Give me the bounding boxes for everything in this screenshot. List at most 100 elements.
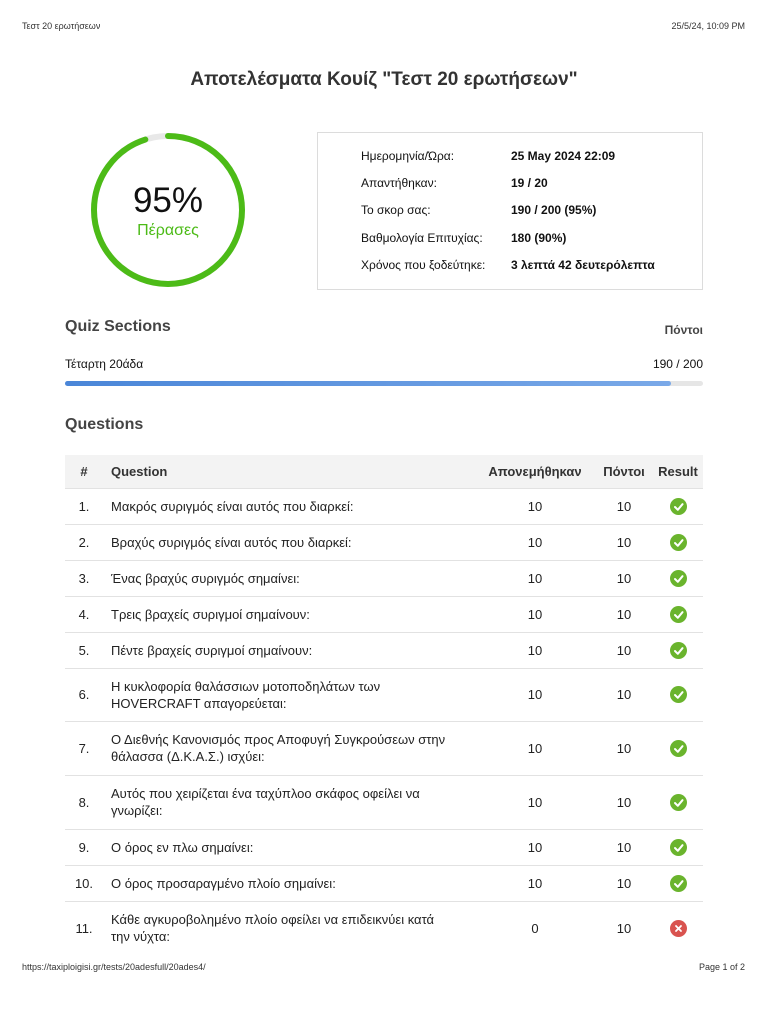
question-points: 10 bbox=[595, 523, 653, 560]
question-result bbox=[653, 487, 703, 524]
col-header-result: Result bbox=[658, 463, 698, 479]
check-circle-icon bbox=[669, 497, 687, 515]
question-result bbox=[653, 900, 703, 955]
info-label: Ημερομηνία/Ώρα: bbox=[361, 149, 455, 163]
check-circle-icon bbox=[669, 838, 687, 856]
col-header-points: Πόντοι bbox=[603, 463, 645, 479]
question-text: Βραχύς συριγμός είναι αυτός που διαρκεί: bbox=[103, 523, 475, 560]
question-number: 2. bbox=[65, 523, 103, 560]
question-number: 8. bbox=[65, 774, 103, 829]
questions-table: # Question Απονεμήθηκαν Πόντοι Result 1.… bbox=[65, 455, 703, 955]
check-circle-icon bbox=[669, 605, 687, 623]
section-row: Τέταρτη 20άδα 190 / 200 bbox=[65, 357, 703, 371]
question-awarded: 10 bbox=[475, 774, 595, 829]
page-title: Αποτελέσματα Κουίζ "Τεστ 20 ερωτήσεων" bbox=[190, 69, 578, 90]
col-header-question: Question bbox=[111, 463, 168, 479]
info-row-datetime: Ημερομηνία/Ώρα: 25 May 2024 22:09 bbox=[361, 149, 694, 165]
info-row-score: Το σκορ σας: 190 / 200 (95%) bbox=[361, 203, 694, 219]
question-awarded: 10 bbox=[475, 667, 595, 721]
check-circle-icon bbox=[669, 874, 687, 892]
sections-points-header: Πόντοι bbox=[664, 323, 703, 337]
question-points: 10 bbox=[595, 864, 653, 901]
info-value: 19 / 20 bbox=[511, 176, 548, 190]
question-text: Ένας βραχύς συριγμός σημαίνει: bbox=[103, 559, 475, 596]
score-ring: 95% Πέρασες bbox=[84, 131, 252, 289]
check-circle-icon bbox=[669, 739, 687, 757]
question-points: 10 bbox=[595, 774, 653, 829]
print-footer: https://taxiploigisi.gr/tests/20adesfull… bbox=[22, 962, 745, 972]
question-number: 10. bbox=[65, 864, 103, 901]
question-awarded: 0 bbox=[475, 900, 595, 955]
score-percent: 95% bbox=[132, 181, 204, 220]
question-result bbox=[653, 864, 703, 901]
info-row-answered: Απαντήθηκαν: 19 / 20 bbox=[361, 176, 694, 192]
info-value: 190 / 200 (95%) bbox=[511, 203, 597, 217]
table-row: 7. Ο Διεθνής Κανονισμός προς Αποφυγή Συγκ… bbox=[65, 720, 703, 775]
question-awarded: 10 bbox=[475, 720, 595, 775]
question-number: 7. bbox=[65, 720, 103, 775]
table-row: 1. Μακρός συριγμός είναι αυτός που διαρκε… bbox=[65, 487, 703, 524]
question-result bbox=[653, 828, 703, 865]
info-value: 25 May 2024 22:09 bbox=[511, 149, 616, 163]
print-header: Τεστ 20 ερωτήσεων 25/5/24, 10:09 PM bbox=[22, 21, 745, 31]
table-row: 3. Ένας βραχύς συριγμός σημαίνει: 10 10 bbox=[65, 559, 703, 596]
quiz-sections-heading: Quiz Sections bbox=[65, 318, 171, 335]
check-circle-icon bbox=[669, 533, 687, 551]
info-label: Βαθμολογία Επιτυχίας: bbox=[361, 231, 483, 245]
col-header-num: # bbox=[80, 463, 88, 479]
score-status: Πέρασες bbox=[137, 222, 199, 239]
question-points: 10 bbox=[595, 487, 653, 524]
question-result bbox=[653, 559, 703, 596]
question-text: Ο Διεθνής Κανονισμός προς Αποφυγή Συγκρο… bbox=[103, 720, 475, 775]
score-ring-arc bbox=[91, 133, 245, 287]
print-header-datetime: 25/5/24, 10:09 PM bbox=[671, 21, 745, 31]
print-footer-url: https://taxiploigisi.gr/tests/20adesfull… bbox=[22, 962, 206, 972]
check-circle-icon bbox=[669, 686, 687, 704]
question-result bbox=[653, 523, 703, 560]
table-row: 2. Βραχύς συριγμός είναι αυτός που διαρκε… bbox=[65, 523, 703, 560]
table-row: 5. Πέντε βραχείς συριγμοί σημαίνουν: 10 10 bbox=[65, 631, 703, 668]
question-points: 10 bbox=[595, 595, 653, 632]
info-row-pass-mark: Βαθμολογία Επιτυχίας: 180 (90%) bbox=[361, 231, 694, 247]
info-label: Απαντήθηκαν: bbox=[361, 176, 437, 190]
question-number: 6. bbox=[65, 667, 103, 721]
question-points: 10 bbox=[595, 828, 653, 865]
question-text: Η κυκλοφορία θαλάσσιων μοτοποδηλάτων των… bbox=[103, 667, 475, 721]
question-points: 10 bbox=[595, 667, 653, 721]
x-circle-icon bbox=[669, 919, 687, 937]
check-circle-icon bbox=[669, 641, 687, 659]
question-points: 10 bbox=[595, 900, 653, 955]
question-text: Πέντε βραχείς συριγμοί σημαίνουν: bbox=[103, 631, 475, 668]
questions-heading: Questions bbox=[65, 416, 144, 433]
question-result bbox=[653, 595, 703, 632]
info-value: 180 (90%) bbox=[511, 231, 567, 245]
results-info-box: Ημερομηνία/Ώρα: 25 May 2024 22:09 Απαντή… bbox=[317, 132, 703, 290]
question-awarded: 10 bbox=[475, 559, 595, 596]
questions-table-header: # Question Απονεμήθηκαν Πόντοι Result bbox=[65, 455, 703, 488]
table-row: 11. Κάθε αγκυροβολημένο πλοίο οφείλει να … bbox=[65, 900, 703, 955]
question-result bbox=[653, 774, 703, 829]
question-result bbox=[653, 631, 703, 668]
question-result bbox=[653, 667, 703, 721]
question-number: 3. bbox=[65, 559, 103, 596]
question-awarded: 10 bbox=[475, 487, 595, 524]
question-number: 1. bbox=[65, 487, 103, 524]
section-name: Τέταρτη 20άδα bbox=[65, 357, 144, 371]
question-text: Τρεις βραχείς συριγμοί σημαίνουν: bbox=[103, 595, 475, 632]
question-awarded: 10 bbox=[475, 523, 595, 560]
question-text: Ο όρος εν πλω σημαίνει: bbox=[103, 828, 475, 865]
table-row: 4. Τρεις βραχείς συριγμοί σημαίνουν: 10 10 bbox=[65, 595, 703, 632]
question-result bbox=[653, 720, 703, 775]
question-points: 10 bbox=[595, 631, 653, 668]
question-points: 10 bbox=[595, 559, 653, 596]
question-number: 9. bbox=[65, 828, 103, 865]
col-header-awarded: Απονεμήθηκαν bbox=[488, 463, 582, 479]
check-circle-icon bbox=[669, 793, 687, 811]
question-points: 10 bbox=[595, 720, 653, 775]
info-label: Το σκορ σας: bbox=[361, 203, 431, 217]
table-row: 6. Η κυκλοφορία θαλάσσιων μοτοποδηλάτων τ… bbox=[65, 667, 703, 721]
question-number: 4. bbox=[65, 595, 103, 632]
table-row: 10. Ο όρος προσαραγμένο πλοίο σημαίνει: 10… bbox=[65, 864, 703, 901]
question-awarded: 10 bbox=[475, 828, 595, 865]
print-footer-page: Page 1 of 2 bbox=[698, 962, 745, 972]
